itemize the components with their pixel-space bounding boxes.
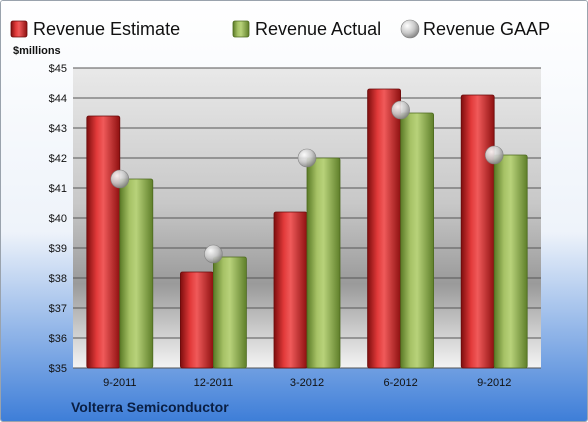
legend-swatch xyxy=(400,19,420,39)
y-tick-label: $44 xyxy=(49,93,67,105)
x-tick-label: 12-2011 xyxy=(194,377,234,389)
bar-revenue-estimate xyxy=(460,94,495,369)
bar-revenue-actual xyxy=(400,112,435,369)
y-tick-label: $37 xyxy=(49,303,67,315)
y-tick-label: $43 xyxy=(49,123,67,135)
bar-revenue-estimate xyxy=(179,271,214,369)
legend-label: Revenue Estimate xyxy=(33,19,180,39)
bar-revenue-actual xyxy=(493,154,528,369)
bar-revenue-actual xyxy=(212,256,247,369)
legend-label: Revenue Actual xyxy=(255,19,381,39)
y-tick-label: $41 xyxy=(49,183,67,195)
marker-revenue-gaap xyxy=(204,244,223,264)
legend-swatch xyxy=(10,20,28,38)
company-name: Volterra Semiconductor xyxy=(71,399,229,415)
y-tick-label: $39 xyxy=(49,243,67,255)
x-tick-label: 9-2011 xyxy=(103,377,136,389)
bar-revenue-estimate xyxy=(367,88,402,369)
bar-revenue-estimate xyxy=(273,211,308,369)
y-tick-label: $36 xyxy=(49,333,67,345)
x-tick-label: 9-2012 xyxy=(477,377,511,389)
y-tick-label: $40 xyxy=(49,213,67,225)
legend: Revenue Estimate Revenue Actual Revenue GA… xyxy=(10,19,550,39)
plot-area: $35 $36 $37 $38 $39 $40 $41 $42 $43 $44 $45 9-2011 1… xyxy=(49,63,541,389)
x-tick-label: 6-2012 xyxy=(383,377,417,389)
bar-revenue-actual xyxy=(306,157,341,369)
y-tick-label: $38 xyxy=(49,273,67,285)
marker-revenue-gaap xyxy=(110,169,130,189)
y-tick-label: $42 xyxy=(49,153,67,165)
legend-swatch xyxy=(232,20,250,38)
marker-revenue-gaap xyxy=(297,148,317,168)
y-unit-label: $millions xyxy=(13,45,61,57)
x-tick-label: 3-2012 xyxy=(290,377,324,389)
bar-revenue-actual xyxy=(119,178,154,369)
bar-revenue-estimate xyxy=(86,115,121,369)
y-tick-label: $35 xyxy=(49,363,67,375)
marker-revenue-gaap xyxy=(484,145,504,165)
marker-revenue-gaap xyxy=(391,100,410,120)
y-tick-label: $45 xyxy=(49,63,67,75)
legend-label: Revenue GAAP xyxy=(423,19,550,39)
